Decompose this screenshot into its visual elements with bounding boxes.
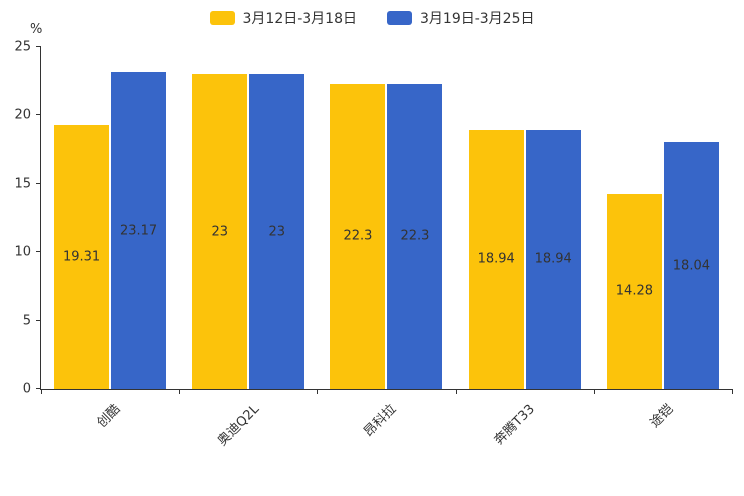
bar-value-label: 23 [211, 224, 229, 240]
x-tick-mark [593, 389, 595, 394]
bar-pair: 23 23 [192, 47, 305, 389]
y-tick-mark [36, 182, 41, 184]
bar-pair: 18.94 18.94 [468, 47, 581, 389]
bar-value-label: 18.04 [672, 258, 710, 274]
x-tick-mark [41, 389, 42, 394]
legend-item-series-1[interactable]: 3月12日-3月18日 [209, 8, 358, 28]
bar-value-label: 18.94 [534, 251, 572, 267]
x-tick-mark [455, 389, 457, 394]
x-axis-label: 奔腾T33 [491, 401, 539, 449]
bar-series-1[interactable]: 14.28 [606, 193, 662, 389]
y-tick-label: 25 [14, 39, 31, 55]
bar-series-1[interactable]: 22.3 [330, 83, 386, 389]
legend-label: 3月12日-3月18日 [242, 11, 358, 27]
bar-series-1[interactable]: 23 [192, 74, 248, 389]
bar-series-2[interactable]: 18.04 [663, 142, 719, 389]
legend-item-series-2[interactable]: 3月19日-3月25日 [387, 8, 535, 28]
bar-series-2[interactable]: 18.94 [525, 129, 581, 389]
x-tick-mark [317, 389, 319, 394]
y-tick-label: 0 [22, 381, 31, 397]
bar-group: 23 23 奥迪Q2L [179, 47, 317, 449]
y-tick-label: 10 [14, 244, 31, 260]
x-axis-label: 途铠 [647, 401, 677, 431]
bar-series-2[interactable]: 23 [249, 74, 305, 389]
x-axis-label: 昂科拉 [361, 401, 400, 441]
x-tick-mark [732, 389, 733, 394]
bar-value-label: 23.17 [119, 223, 158, 239]
legend-label: 3月19日-3月25日 [420, 11, 535, 27]
bar-value-label: 14.28 [615, 283, 653, 299]
bar-group: 18.94 18.94 奔腾T33 [456, 47, 594, 448]
y-tick-label: 20 [14, 107, 31, 123]
bar-value-label: 22.3 [400, 228, 430, 244]
y-tick-mark [36, 388, 41, 389]
bar-group: 19.31 23.17 创酷 [41, 47, 179, 431]
x-axis-label: 奥迪Q2L [214, 401, 262, 450]
bar-value-label: 22.3 [343, 228, 373, 244]
bar-group: 14.28 18.04 途铠 [594, 47, 732, 431]
x-tick-mark [179, 389, 181, 394]
legend-swatch [209, 11, 235, 25]
legend-swatch [387, 11, 412, 25]
y-tick-label: 5 [22, 313, 31, 329]
y-tick-mark [36, 251, 41, 253]
x-axis-label: 创酷 [94, 401, 124, 431]
bar-value-label: 19.31 [62, 249, 101, 265]
legend: 3月12日-3月18日 3月19日-3月25日 [0, 8, 744, 28]
bar-group: 22.3 22.3 昂科拉 [317, 47, 455, 440]
y-tick-mark [36, 319, 41, 321]
bar-pair: 14.28 18.04 [606, 47, 719, 389]
bar-series-2[interactable]: 23.17 [111, 72, 167, 389]
bar-series-2[interactable]: 22.3 [387, 83, 443, 389]
bar-pair: 22.3 22.3 [330, 47, 443, 389]
plot-area: 0 5 10 15 20 25 19.31 23.17 创酷 23 23 奥迪Q2L 22.3 22.3 昂… [14, 41, 733, 449]
y-tick-label: 15 [14, 176, 31, 192]
y-axis-unit-label: % [30, 22, 43, 37]
bar-value-label: 23 [268, 224, 286, 240]
bar-series-1[interactable]: 19.31 [54, 124, 110, 389]
y-tick-mark [36, 46, 41, 47]
bar-series-1[interactable]: 18.94 [468, 129, 524, 389]
bar-value-label: 18.94 [477, 251, 515, 267]
bar-pair: 19.31 23.17 [54, 47, 167, 389]
y-tick-mark [36, 114, 41, 116]
